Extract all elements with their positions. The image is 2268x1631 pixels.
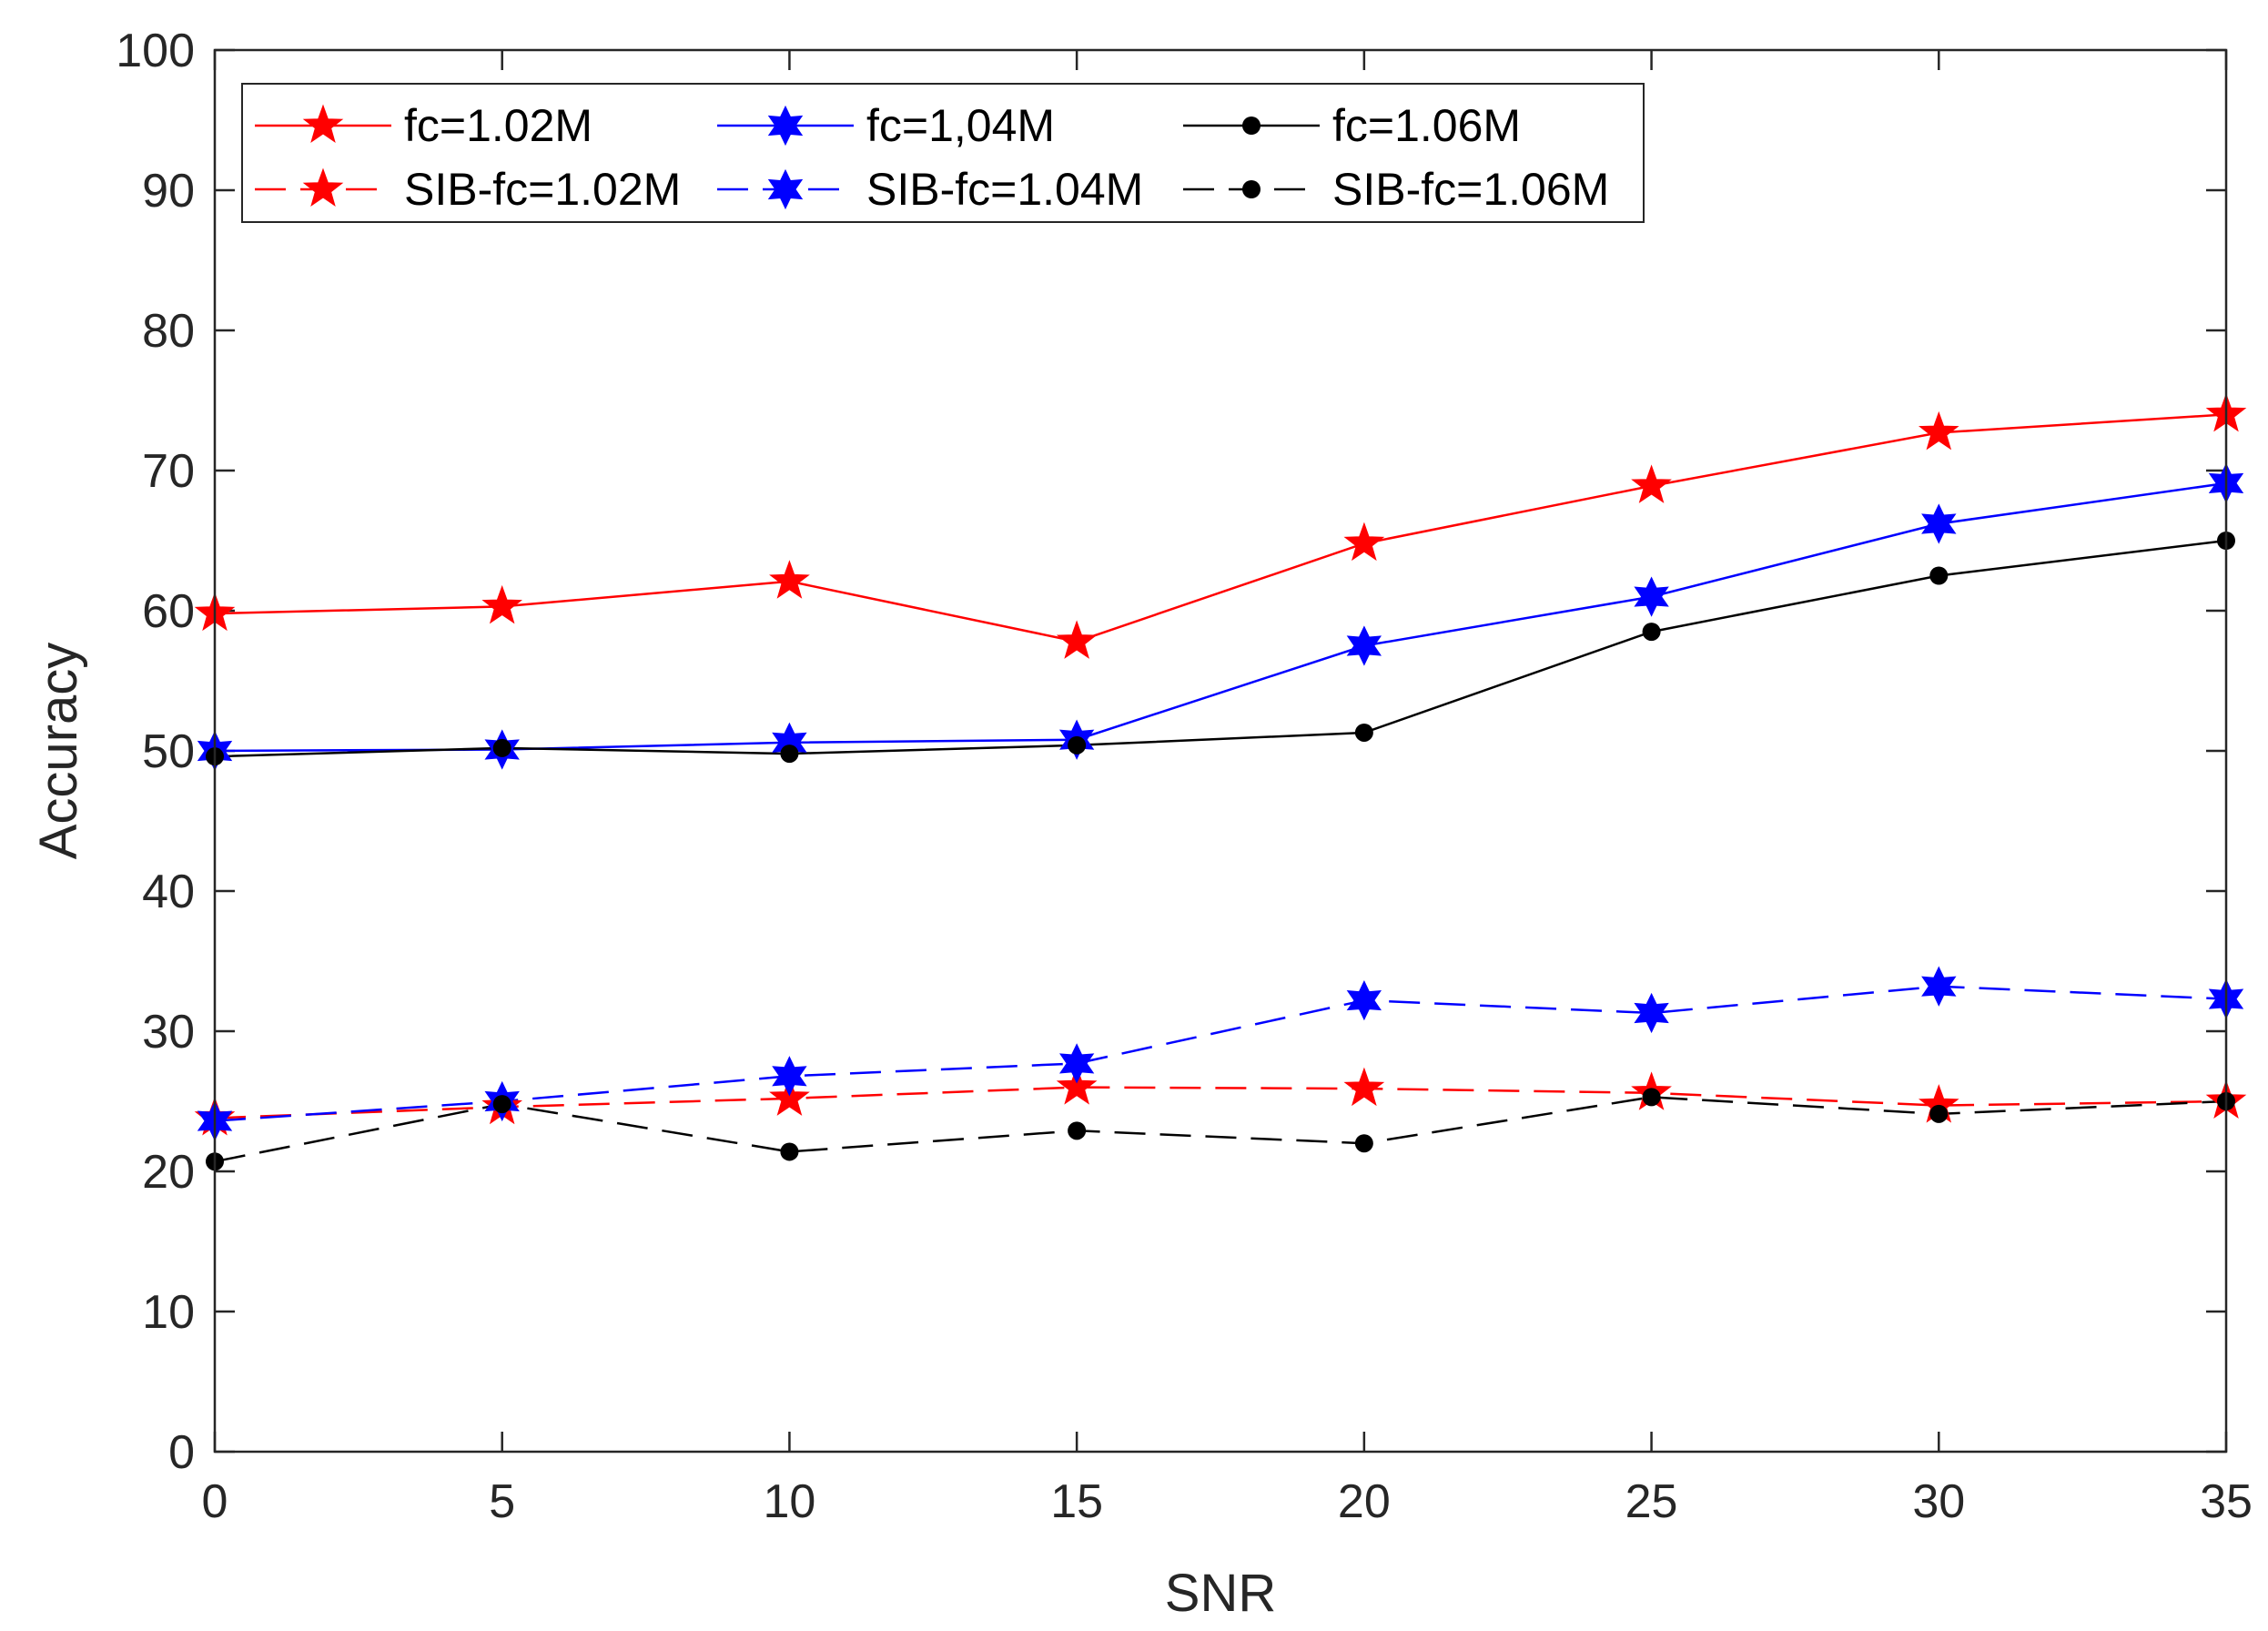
y-tick-label: 10 <box>142 1286 195 1339</box>
data-point-series-6 <box>780 1142 799 1161</box>
y-tick-label: 20 <box>142 1146 195 1199</box>
x-tick-label: 15 <box>1050 1475 1103 1528</box>
y-tick-label: 90 <box>142 165 195 218</box>
data-point-series-3 <box>1354 723 1373 742</box>
data-point-series-1 <box>769 560 810 599</box>
data-point-series-2 <box>1634 576 1669 617</box>
series-line-5 <box>214 985 2227 1122</box>
series-line-1 <box>214 413 2227 643</box>
y-tick-label: 30 <box>142 1006 195 1059</box>
data-point-series-2 <box>1921 503 1957 544</box>
data-point-series-1 <box>1343 522 1385 562</box>
x-tick-label: 35 <box>2200 1475 2253 1528</box>
x-tick-label: 30 <box>1912 1475 1965 1528</box>
legend-label-series-5: SIB-fc=1.04M <box>866 164 1143 215</box>
x-tick-label: 25 <box>1625 1475 1678 1528</box>
legend-marker-series-1 <box>302 104 344 143</box>
y-axis-label: Accuracy <box>29 643 88 860</box>
data-point-series-5 <box>1059 1043 1095 1084</box>
x-tick-label: 20 <box>1338 1475 1391 1528</box>
legend-marker-series-6 <box>1242 180 1261 198</box>
data-point-series-3 <box>780 745 799 764</box>
data-point-series-2 <box>1346 625 1382 666</box>
data-point-series-1 <box>1919 410 1959 451</box>
y-tick-label: 100 <box>116 25 195 77</box>
data-point-series-1 <box>1056 620 1098 659</box>
data-point-series-3 <box>492 738 511 757</box>
y-tick-label: 0 <box>168 1426 195 1479</box>
data-point-series-6 <box>1929 1104 1949 1123</box>
data-point-series-4 <box>769 1077 810 1116</box>
x-axis-label: SNR <box>1165 1564 1276 1623</box>
data-point-series-5 <box>1346 979 1382 1021</box>
plot-background <box>215 50 2226 1452</box>
data-point-series-6 <box>492 1095 511 1114</box>
series-line-4 <box>214 1086 2227 1119</box>
series-line-6 <box>214 1096 2227 1163</box>
legend-label-series-1: fc=1.02M <box>404 100 592 151</box>
data-point-series-6 <box>1068 1121 1087 1140</box>
legend-label-series-4: SIB-fc=1.02M <box>404 164 681 215</box>
legend-marker-series-5 <box>767 168 804 210</box>
data-point-series-6 <box>1354 1134 1373 1153</box>
y-tick-label: 80 <box>142 305 195 358</box>
x-tick-label: 0 <box>202 1475 228 1528</box>
legend-label-series-3: fc=1.06M <box>1332 100 1521 151</box>
legend-marker-series-4 <box>302 167 344 207</box>
x-tick-label: 10 <box>764 1475 816 1528</box>
legend-box <box>241 83 1645 223</box>
data-point-series-3 <box>1929 566 1949 585</box>
x-tick-labels: 0 5 10 15 20 25 30 35 <box>202 1475 2253 1528</box>
legend: fc=1.02M fc=1,04M fc=1.06M SIB-fc=1.02M SIB-… <box>241 83 1645 223</box>
data-point-series-5 <box>1634 992 1669 1034</box>
y-tick-label: 60 <box>142 585 195 638</box>
data-point-series-1 <box>481 584 522 624</box>
y-tick-labels: 0 10 20 30 40 50 60 70 80 90 100 <box>116 25 195 1479</box>
legend-label-series-6: SIB-fc=1.06M <box>1332 164 1609 215</box>
data-point-series-1 <box>1631 464 1672 503</box>
series-line-3 <box>214 539 2227 758</box>
y-tick-label: 70 <box>142 445 195 498</box>
data-point-series-3 <box>1642 623 1661 642</box>
legend-marker-series-2 <box>767 105 804 147</box>
y-tick-label: 40 <box>142 866 195 918</box>
data-point-series-5 <box>1921 966 1957 1007</box>
y-tick-label: 50 <box>142 725 195 778</box>
series-lines <box>214 413 2227 1163</box>
x-tick-label: 5 <box>489 1475 515 1528</box>
data-point-series-4 <box>1343 1067 1385 1107</box>
legend-marker-series-3 <box>1242 116 1261 135</box>
data-point-series-4 <box>1056 1066 1098 1105</box>
data-point-series-3 <box>1068 735 1087 755</box>
plot-frame <box>213 48 2228 1454</box>
data-point-series-5 <box>772 1056 807 1097</box>
data-point-series-6 <box>1642 1088 1661 1107</box>
series-markers <box>194 392 2247 1171</box>
legend-label-series-2: fc=1,04M <box>866 100 1055 151</box>
